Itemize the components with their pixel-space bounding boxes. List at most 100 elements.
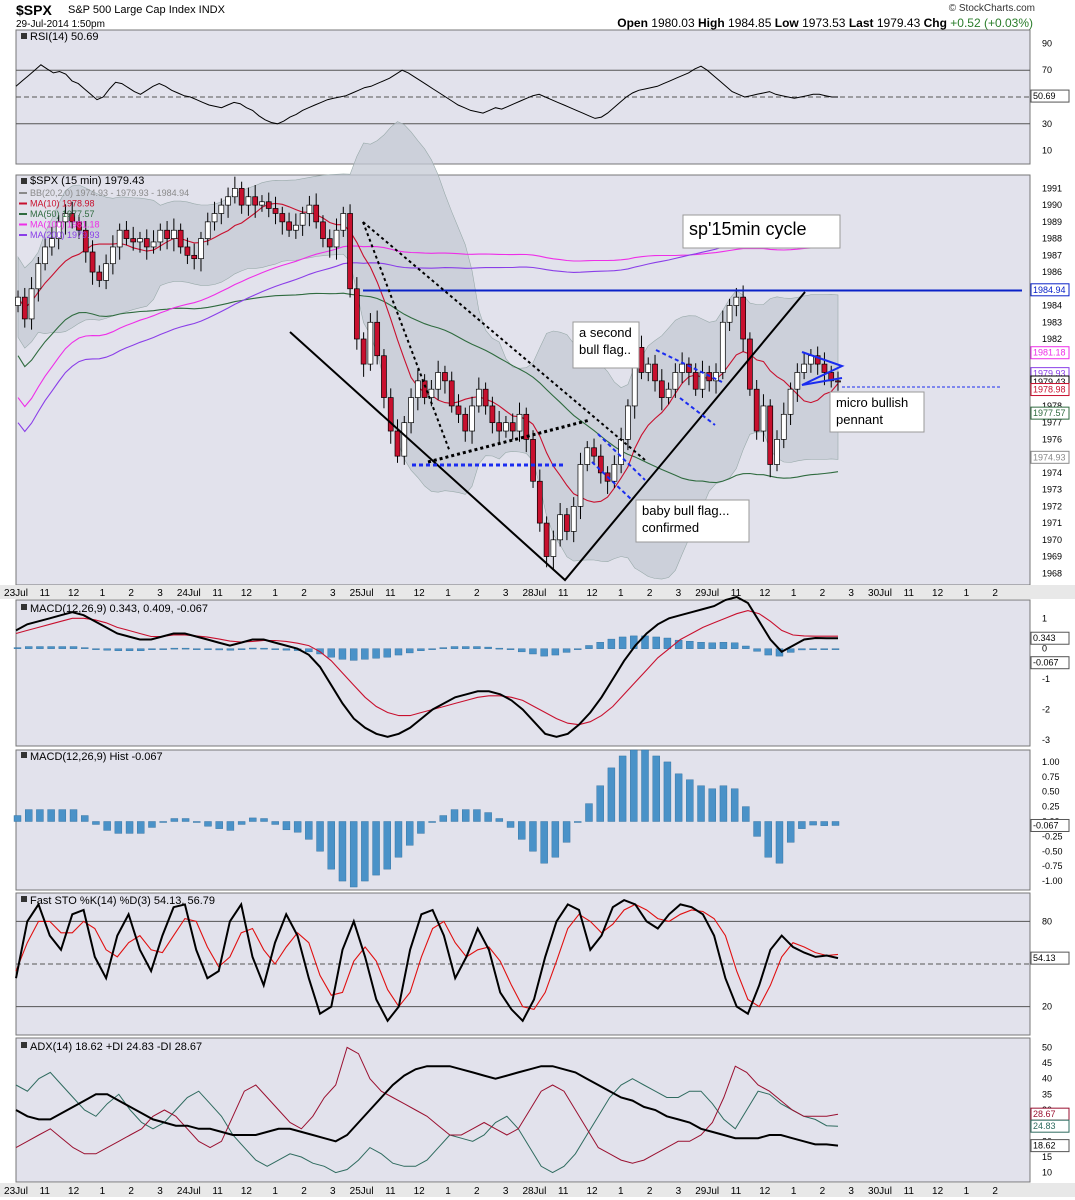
hist-bar [103,821,111,831]
price-x-axis-label: 1 [272,588,278,599]
candle-body [679,363,685,373]
price-x-axis-label: 24Jul [177,588,201,599]
stochastic-tick-label: 80 [1042,916,1052,926]
macd-tick-label: -1 [1042,674,1050,684]
candle-body [293,224,299,231]
macd-hist-bar [305,648,313,653]
candle-body [584,447,591,465]
price-tick-label: 1969 [1042,552,1062,562]
macd-hist-bar [47,646,55,649]
hist-bar [518,821,526,840]
dotted-trend-line [362,221,451,453]
candle-body [672,372,679,390]
macd-hist-bar [159,648,167,650]
price-x-axis-label: 2 [820,588,826,599]
hist-bar [719,785,728,822]
stochastic-last-value: 54.13 [1033,953,1056,963]
adx-tick-label: 40 [1042,1074,1052,1084]
candle-body [652,363,658,382]
macd-last-value: 0.343 [1033,633,1056,643]
macd-hist-last-value-box [1030,656,1070,670]
bottom-x-axis-label: 1 [791,1186,797,1197]
candle-body [821,363,828,373]
hist-legend-swatch [21,752,27,758]
hist-bar [137,821,145,834]
candle-body [577,464,584,507]
bottom-x-axis-label: 24Jul [177,1186,201,1197]
candle-body [543,522,550,557]
candle-body [814,355,821,365]
macd-hist-bar [585,645,593,649]
hist-bar [204,821,212,827]
ma100-line [17,245,839,408]
candle-body [96,271,103,281]
adx-tick-label: 45 [1042,1058,1052,1068]
macd-line [15,595,839,738]
candle-body [177,229,184,248]
macd-hist-bar [81,647,89,649]
hist-tick-label: 1.00 [1042,757,1060,767]
candle-body [157,229,164,243]
adx-title: ADX(14) 18.62 +DI 24.83 -DI 28.67 [30,1041,202,1053]
candle-body [523,413,530,440]
macd-hist-bar [36,646,44,649]
candle-body [394,430,401,457]
bottom-x-axis-label: 11 [212,1186,223,1197]
candle-body [767,405,774,465]
bottom-x-axis-label: 2 [128,1186,134,1197]
candle-body [374,321,381,357]
hist-bar [663,761,672,822]
candle-body [76,221,82,231]
last-label: Last [848,16,874,30]
candle-body [313,204,320,223]
candle-body [353,288,360,340]
hist-bar [630,749,638,822]
candle-body [801,363,807,373]
bottom-x-axis-label: 12 [241,1186,253,1197]
ticker-description: S&P 500 Large Cap Index INDX [68,4,225,16]
bottom-x-axis-label: 12 [932,1186,944,1197]
candle-body [597,455,604,474]
price-x-axis-label: 1 [964,588,970,599]
macd-hist-bar [831,648,840,650]
price-last-label: 1978.98 [1033,385,1066,395]
macd-hist-bar [25,646,33,649]
candle-body [326,238,333,248]
candle-body [286,221,292,231]
hist-tick-label: 0.50 [1042,787,1060,797]
price-x-axis-label: 1 [618,588,624,599]
stochastic-tick-label: 20 [1042,1002,1052,1012]
candle-body [421,380,428,398]
rsi-tick-label: 30 [1042,119,1052,129]
hist-bar [428,821,436,823]
candle-body [259,201,265,206]
bottom-x-axis-label: 2 [474,1186,480,1197]
high-value: 1984.85 [728,16,772,30]
macd-hist-bar [69,646,78,649]
macd-hist-bar [708,642,716,649]
price-x-axis-label: 3 [848,588,854,599]
hist-bar [394,821,403,858]
adx-plus-di-value-box [1030,1119,1070,1133]
hist-bar [708,788,716,822]
flag-dashed-line [655,349,723,383]
candle-body [62,213,69,223]
price-legend-swatch [21,178,27,184]
candle-body [245,196,252,206]
bottom-x-axis-label: 11 [558,1186,569,1197]
price-x-axis-label: 11 [212,588,223,599]
ohlc-readout: Open 1980.03 High 1984.85 Low 1973.53 La… [617,16,1033,30]
macd-legend-swatch [21,604,27,610]
candle-body [306,204,313,214]
flag-dashed-line [679,397,716,426]
hist-bar [81,815,89,822]
macd-hist-bar [742,645,750,649]
annotation-cycle-box [682,214,841,249]
candle-body [713,372,719,382]
macd-hist-panel [15,749,1031,891]
chart-header: $SPX S&P 500 Large Cap Index INDX 29-Jul… [0,0,1075,30]
chg-label: Chg [923,16,947,30]
bottom-x-axis-label: 1 [964,1186,970,1197]
macd-tick-label: 1 [1042,613,1047,623]
price-x-axis-label: 12 [68,588,80,599]
